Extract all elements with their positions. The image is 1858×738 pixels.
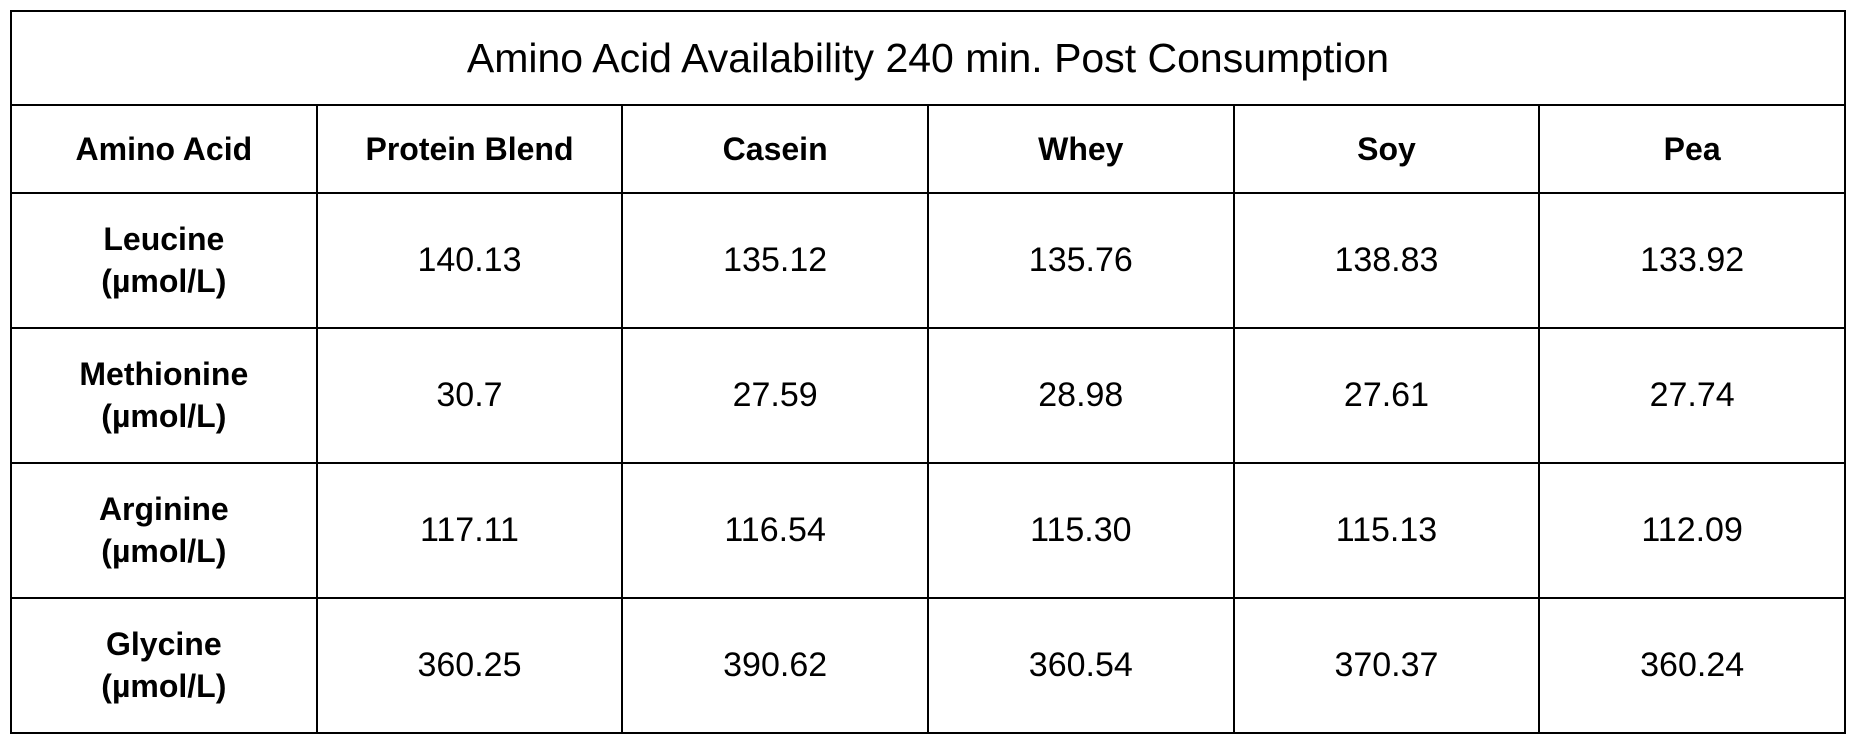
value-cell: 138.83	[1232, 192, 1541, 329]
amino-acid-name: Glycine	[106, 625, 222, 662]
unit-label: (µmol/L)	[101, 532, 227, 569]
data-row: Arginine (µmol/L) 117.11 116.54 115.30 115.13…	[10, 462, 1846, 599]
value-cell: 390.62	[621, 597, 929, 734]
row-header: Arginine (µmol/L)	[10, 462, 318, 599]
value-cell: 117.11	[315, 462, 624, 599]
value-cell: 112.09	[1538, 462, 1846, 599]
value-cell: 116.54	[621, 462, 929, 599]
amino-acid-name: Methionine	[79, 355, 249, 392]
value-cell: 28.98	[926, 327, 1235, 464]
column-header: Whey	[926, 104, 1235, 194]
value-cell: 27.74	[1538, 327, 1846, 464]
value-cell: 30.7	[315, 327, 624, 464]
value-cell: 27.59	[621, 327, 929, 464]
column-header: Protein Blend	[315, 104, 624, 194]
value-cell: 135.76	[926, 192, 1235, 329]
data-row: Leucine (µmol/L) 140.13 135.12 135.76 138.83 1…	[10, 192, 1846, 329]
value-cell: 135.12	[621, 192, 929, 329]
row-header: Leucine (µmol/L)	[10, 192, 318, 329]
unit-label: (µmol/L)	[101, 667, 227, 704]
column-header: Pea	[1538, 104, 1846, 194]
amino-acid-name: Arginine	[98, 490, 229, 527]
table-title: Amino Acid Availability 240 min. Post Co…	[10, 10, 1846, 106]
value-cell: 360.25	[315, 597, 624, 734]
value-cell: 115.30	[926, 462, 1235, 599]
value-cell: 360.24	[1538, 597, 1846, 734]
row-header: Methionine (µmol/L)	[10, 327, 318, 464]
data-table: Amino Acid Availability 240 min. Post Co…	[10, 10, 1846, 734]
value-cell: 133.92	[1538, 192, 1846, 329]
column-header: Soy	[1232, 104, 1541, 194]
row-header: Glycine (µmol/L)	[10, 597, 318, 734]
column-header: Casein	[621, 104, 929, 194]
data-row: Glycine (µmol/L) 360.25 390.62 360.54 370.37 3…	[10, 597, 1846, 734]
column-header: Amino Acid	[10, 104, 318, 194]
value-cell: 370.37	[1232, 597, 1541, 734]
header-row: Amino Acid Protein Blend Casein Whey Soy Pea	[10, 104, 1846, 194]
unit-label: (µmol/L)	[101, 262, 227, 299]
value-cell: 115.13	[1232, 462, 1541, 599]
amino-acid-name: Leucine	[103, 220, 225, 257]
unit-label: (µmol/L)	[101, 397, 227, 434]
value-cell: 360.54	[926, 597, 1235, 734]
value-cell: 140.13	[315, 192, 624, 329]
data-row: Methionine (µmol/L) 30.7 27.59 28.98 27.61 27.…	[10, 327, 1846, 464]
value-cell: 27.61	[1232, 327, 1541, 464]
title-row: Amino Acid Availability 240 min. Post Co…	[10, 10, 1846, 106]
